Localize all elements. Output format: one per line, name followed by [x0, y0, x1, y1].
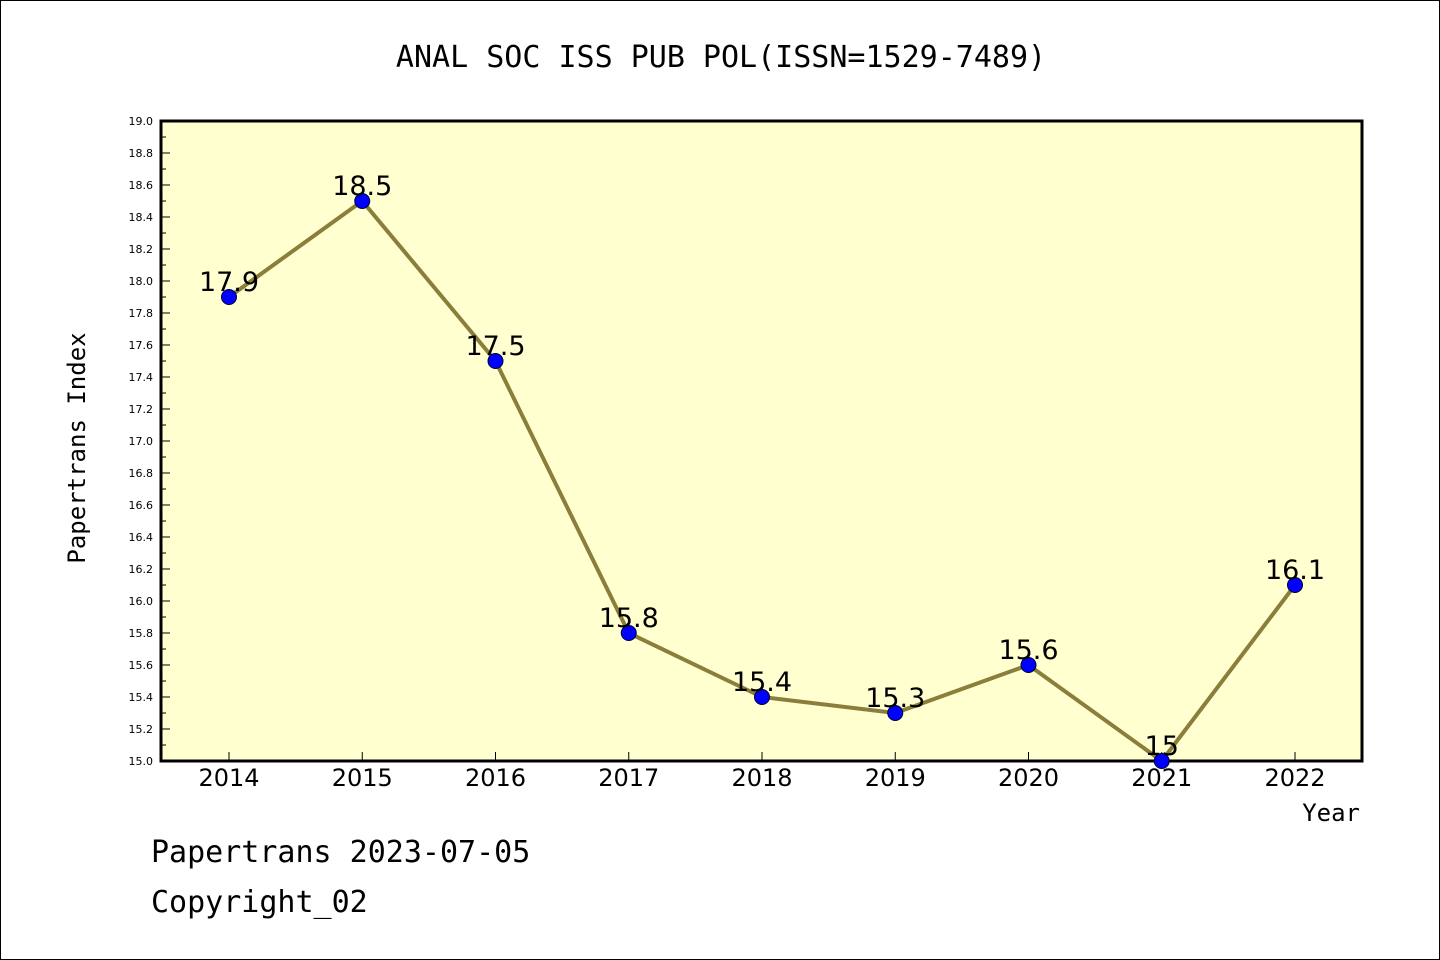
x-tick-label: 2015 [332, 764, 393, 792]
data-label: 18.5 [332, 171, 392, 202]
data-label: 16.1 [1265, 555, 1325, 586]
data-label: 15.8 [599, 603, 659, 634]
y-tick-label: 16.4 [129, 531, 154, 544]
y-tick-label: 17.0 [129, 435, 154, 448]
data-label: 17.9 [199, 267, 259, 298]
data-point [1153, 753, 1170, 769]
x-tick-label: 2022 [1264, 764, 1325, 792]
data-point [887, 705, 904, 721]
x-tick-label: 2018 [731, 764, 792, 792]
y-tick-label: 18.2 [129, 243, 154, 256]
data-label: 15.4 [732, 667, 792, 698]
y-tick-label: 18.4 [129, 211, 154, 224]
data-point [354, 193, 371, 209]
footer-copyright: Copyright_02 [151, 885, 368, 920]
y-tick-label: 17.2 [129, 403, 154, 416]
y-tick-label: 16.0 [129, 595, 154, 608]
y-tick-label: 15.6 [129, 659, 154, 672]
data-point [754, 689, 770, 705]
y-tick-label: 18.0 [129, 275, 154, 288]
y-tick-label: 17.4 [129, 371, 154, 384]
data-point [1287, 577, 1303, 593]
data-point [620, 625, 637, 641]
chart-title: ANAL SOC ISS PUB POL(ISSN=1529-7489) [396, 40, 1046, 75]
plot-area [159, 119, 1364, 763]
y-tick-label: 16.6 [129, 499, 154, 512]
data-labels-group: 17.9 18.5 17.5 15.8 15.4 15.3 15.6 15 16.1 [199, 171, 1325, 762]
data-label: 15 [1145, 731, 1179, 762]
footer-date: Papertrans 2023-07-05 [151, 835, 531, 870]
data-point [1020, 657, 1037, 673]
x-tick-label: 2016 [465, 764, 526, 792]
x-tick-label: 2017 [598, 764, 659, 792]
data-label: 15.6 [998, 635, 1058, 666]
y-tick-label: 18.6 [129, 179, 154, 192]
y-tick-label: 15.4 [129, 691, 154, 704]
y-tick-label: 15.0 [129, 755, 154, 768]
data-label: 15.3 [865, 683, 925, 714]
y-tick-label: 15.2 [129, 723, 154, 736]
x-tick-label: 2020 [998, 764, 1059, 792]
x-tick-label: 2014 [198, 764, 259, 792]
y-tick-label: 15.8 [129, 627, 154, 640]
y-tick-label: 19.0 [129, 115, 154, 128]
y-axis-title: Papertrans Index [63, 332, 91, 563]
x-axis-title: Year [1302, 799, 1360, 827]
x-tick-label: 2019 [865, 764, 926, 792]
y-tick-label: 17.8 [129, 307, 154, 320]
y-tick-label: 16.2 [129, 563, 154, 576]
y-tick-label: 17.6 [129, 339, 154, 352]
data-point [487, 353, 504, 369]
y-tick-label: 16.8 [129, 467, 154, 480]
data-point [221, 289, 237, 305]
x-axis: 2014 2015 2016 2017 2018 2019 2020 2021 2022 [198, 752, 1326, 792]
y-axis: 15.0 15.2 15.4 15.6 15.8 16.0 16.2 16.4 16.6 16.8… [129, 115, 170, 768]
y-tick-label: 18.8 [129, 147, 154, 160]
data-label: 17.5 [465, 331, 525, 362]
series-markers-group [221, 193, 1303, 769]
